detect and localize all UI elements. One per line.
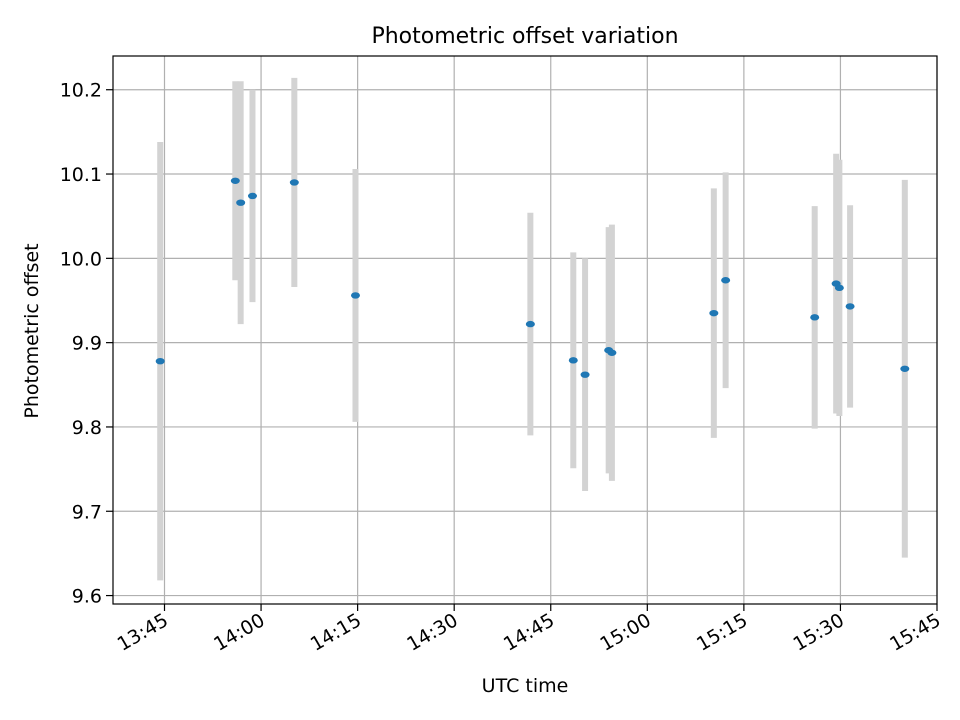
y-tick-label: 9.6 [72,586,102,608]
data-point [810,314,820,321]
data-point [709,309,719,317]
y-tick-label: 10.0 [60,248,102,270]
data-point [247,192,257,200]
data-point [525,320,535,328]
data-point [155,357,165,365]
y-tick-label: 9.7 [72,501,102,523]
data-point [289,179,299,186]
data-point [721,277,731,284]
data-point [607,349,617,356]
x-axis-label: UTC time [482,675,569,697]
y-tick-label: 9.8 [72,417,102,439]
data-point [236,199,246,206]
data-point [845,303,855,310]
y-tick-label: 10.1 [60,164,102,186]
chart-title: Photometric offset variation [371,24,678,49]
data-point [834,284,844,292]
y-tick-label: 10.2 [60,80,102,102]
point-layer [155,177,910,378]
y-tick-layer: 9.6 9.7 9.8 9.9 10.0 10.1 10.2 [60,80,113,608]
y-axis-label: Photometric offset [21,243,43,418]
data-point [350,292,360,299]
data-point [900,365,910,372]
data-point [580,371,590,378]
data-point [568,357,578,364]
data-point [230,177,240,184]
axes-frame [112,55,938,605]
y-tick-label: 9.9 [72,333,102,355]
